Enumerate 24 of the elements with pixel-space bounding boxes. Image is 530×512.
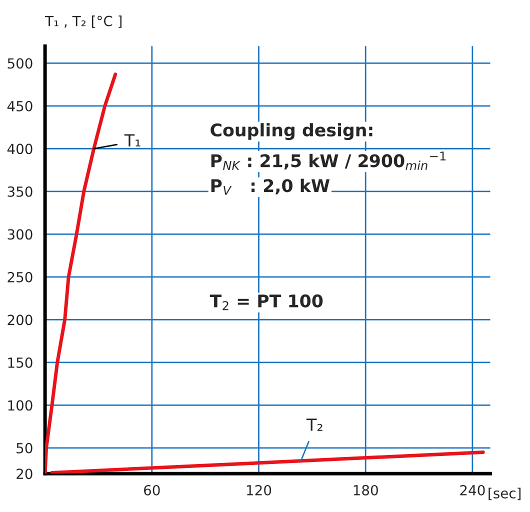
x-axis-title: [sec] [488,488,521,500]
x-tick-label: 240 [460,484,485,496]
y-tick-label: 250 [8,272,32,282]
annotation: T$_{2}$ = PT 100 [210,294,323,310]
y-tick-label: 200 [8,314,32,326]
y-tick-label: 300 [8,229,32,240]
x-tick-label: 120 [247,484,272,496]
x-tick-label: 60 [144,484,160,496]
line-series [45,72,118,474]
x-tick-label: 180 [354,484,378,496]
y-tick-label: 350 [8,186,32,197]
annotation: Coupling design: [210,123,372,140]
text: P$_{V}$ : 2,0 kW [211,178,330,195]
y-tick-label: 20 [16,468,32,480]
y-tick-label: 50 [16,442,32,454]
y-tick-label: 100 [8,400,32,411]
y-tick-label: 400 [7,144,32,154]
series-label: T₁ [124,134,140,146]
y-tick-label: 500 [8,58,32,69]
y-tick-label: 150 [8,357,32,368]
series-label: T₂ [306,418,322,431]
y-axis-title: T₁ , T₂ [°C ] [45,16,122,28]
y-tick-label: 450 [7,100,32,112]
annotation: P$_{NK}$ : 21,5 kW / 2900$_{min}$$^{−1}$ [211,152,446,170]
